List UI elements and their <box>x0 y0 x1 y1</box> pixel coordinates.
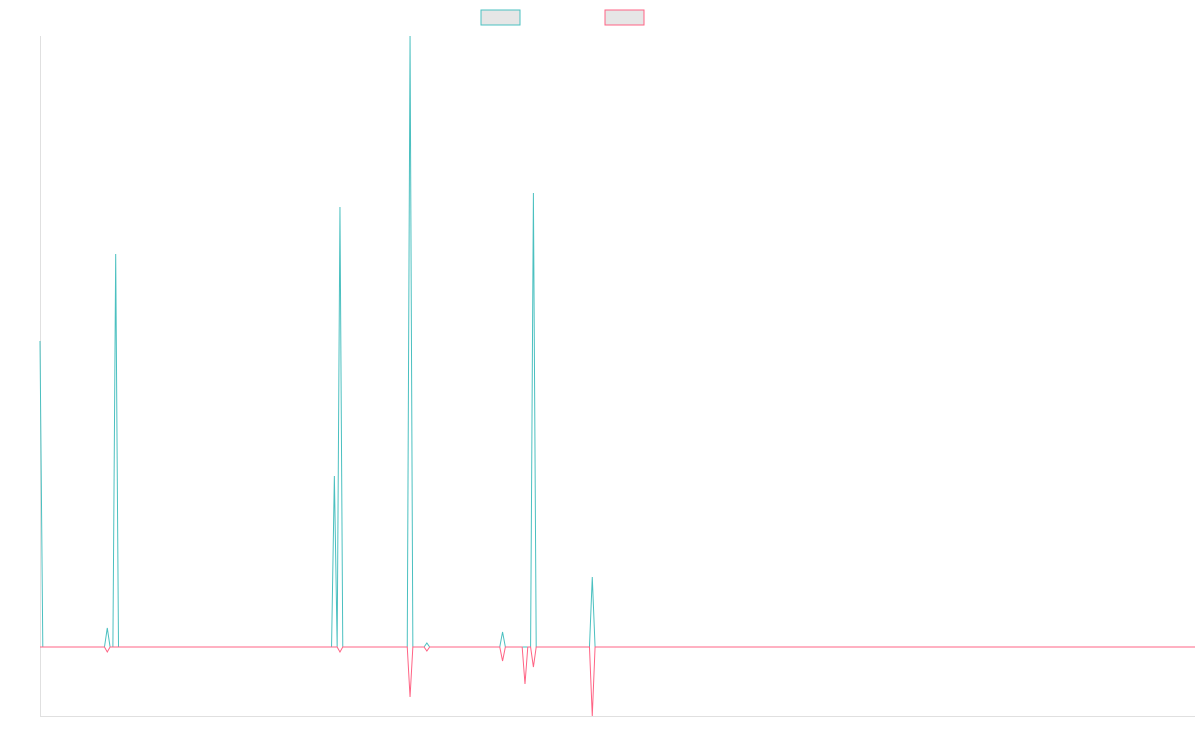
legend-swatch <box>480 9 521 26</box>
series-line <box>40 646 1195 717</box>
plot-area <box>39 35 1195 717</box>
legend <box>480 9 645 26</box>
series-line <box>39 35 1195 648</box>
legend-swatch <box>604 9 645 26</box>
